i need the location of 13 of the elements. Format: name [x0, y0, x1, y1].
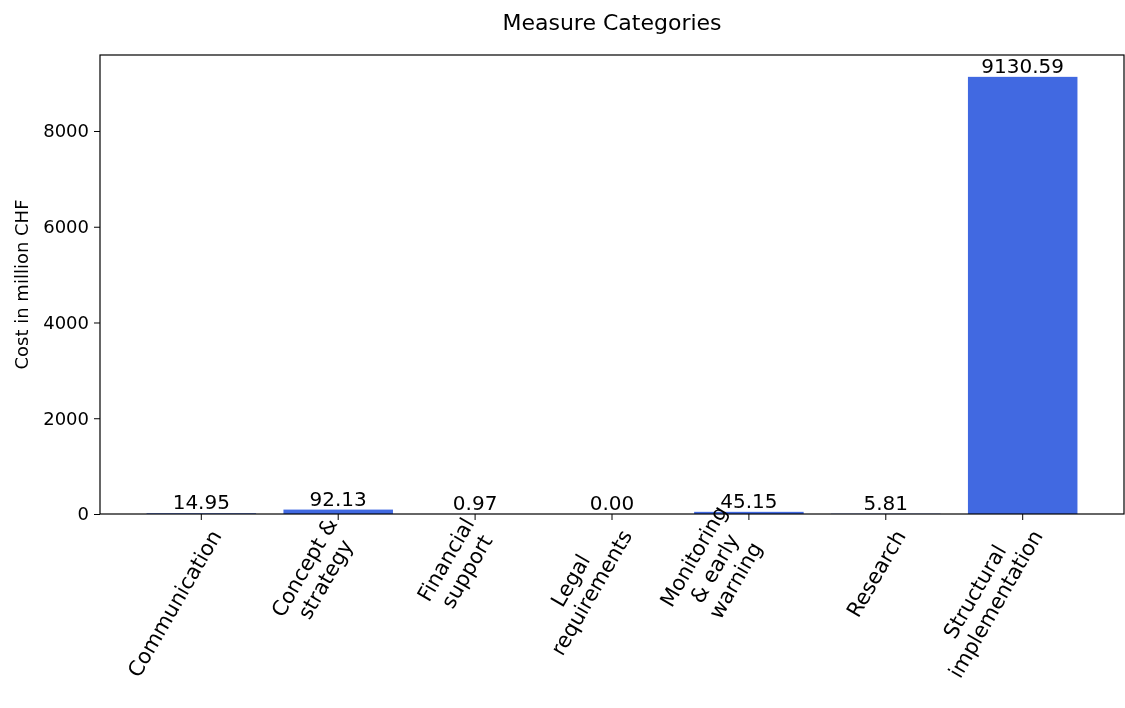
y-tick-label: 2000 — [43, 407, 89, 429]
y-tick-label: 6000 — [43, 216, 89, 237]
y-tick-label: 0 — [77, 503, 89, 525]
y-axis-title: Cost in million CHF — [11, 199, 32, 370]
data-label: 0.00 — [589, 491, 635, 515]
data-label: 92.13 — [309, 486, 367, 511]
data-label: 5.81 — [863, 490, 909, 515]
y-tick-label: 4000 — [43, 311, 89, 333]
data-label: 9130.59 — [981, 53, 1065, 78]
y-tick-label: 8000 — [43, 120, 89, 142]
data-label: 0.97 — [452, 490, 498, 515]
chart-title: Measure Categories — [502, 10, 722, 35]
data-label: 14.95 — [172, 490, 230, 515]
